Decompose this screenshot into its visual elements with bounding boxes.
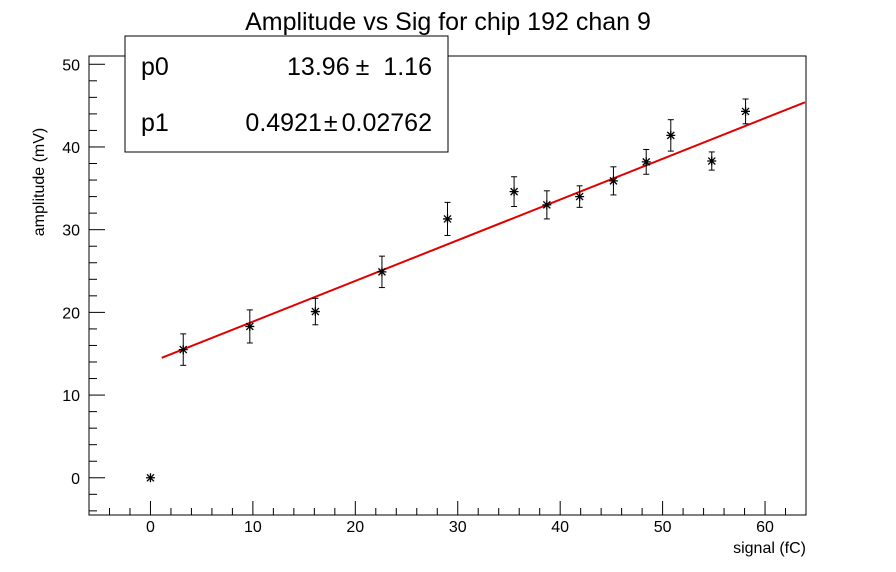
y-tick-label: 30	[62, 223, 80, 240]
star-marker	[741, 106, 751, 116]
data-point	[509, 176, 519, 208]
data-point	[443, 201, 452, 236]
y-tick-label: 0	[71, 471, 80, 488]
y-tick-label: 40	[62, 140, 80, 157]
fit-layer	[161, 101, 806, 359]
param-p1-value: 0.4921± 0.02762	[245, 109, 432, 137]
star-marker	[575, 192, 585, 202]
data-point	[666, 119, 676, 152]
data-point	[608, 166, 618, 196]
x-tick-label: 0	[146, 519, 155, 536]
star-marker	[641, 157, 651, 167]
data-point	[707, 151, 717, 171]
y-tick-label: 10	[62, 388, 80, 405]
star-marker	[245, 321, 255, 331]
star-marker	[666, 130, 676, 140]
param-p1-estimate: 0.4921	[245, 109, 321, 137]
data-point	[245, 309, 255, 344]
star-marker	[178, 345, 188, 355]
x-tick-label: 60	[756, 519, 774, 536]
param-p0-name: p0	[141, 53, 169, 81]
y-tick-label: 50	[62, 57, 80, 74]
data-point	[542, 190, 552, 220]
data-point	[575, 185, 585, 208]
x-tick-label: 10	[244, 519, 262, 536]
fit-stats-box: p0 13.96 ±1.16 p1 0.4921± 0.02762	[124, 35, 449, 153]
data-point	[145, 473, 155, 483]
param-p1-name: p1	[141, 109, 169, 137]
star-marker	[707, 156, 717, 166]
param-p0-error: 1.16	[383, 53, 432, 81]
data-point	[178, 333, 188, 366]
star-marker	[443, 214, 452, 224]
points-layer	[145, 98, 751, 483]
data-point	[377, 255, 387, 289]
x-tick-label: 20	[346, 519, 364, 536]
y-tick-label: 20	[62, 305, 80, 322]
y-axis: 0 10 20 30 40 50	[62, 57, 105, 512]
star-marker	[145, 473, 155, 483]
x-axis: 0 10 20 30 40 50 60	[88, 501, 807, 536]
x-tick-label: 40	[551, 519, 569, 536]
star-marker	[542, 200, 552, 210]
star-marker	[608, 176, 618, 186]
fit-stats-box-frame	[124, 35, 449, 153]
param-p0-value: 13.96 ±1.16	[287, 53, 432, 81]
star-marker	[509, 187, 519, 197]
param-p1-error: 0.02762	[342, 109, 432, 137]
chart-title: Amplitude vs Sig for chip 192 chan 9	[245, 8, 651, 36]
fit-line	[161, 101, 806, 359]
star-marker	[310, 307, 320, 317]
x-tick-label: 30	[449, 519, 467, 536]
data-point	[310, 297, 320, 326]
param-p0-estimate: 13.96	[287, 53, 350, 81]
data-point	[741, 98, 751, 125]
y-axis-label: amplitude (mV)	[31, 128, 48, 236]
data-point	[641, 148, 651, 175]
star-marker	[377, 267, 387, 277]
x-tick-label: 50	[654, 519, 672, 536]
x-axis-label: signal (fC)	[733, 540, 806, 557]
